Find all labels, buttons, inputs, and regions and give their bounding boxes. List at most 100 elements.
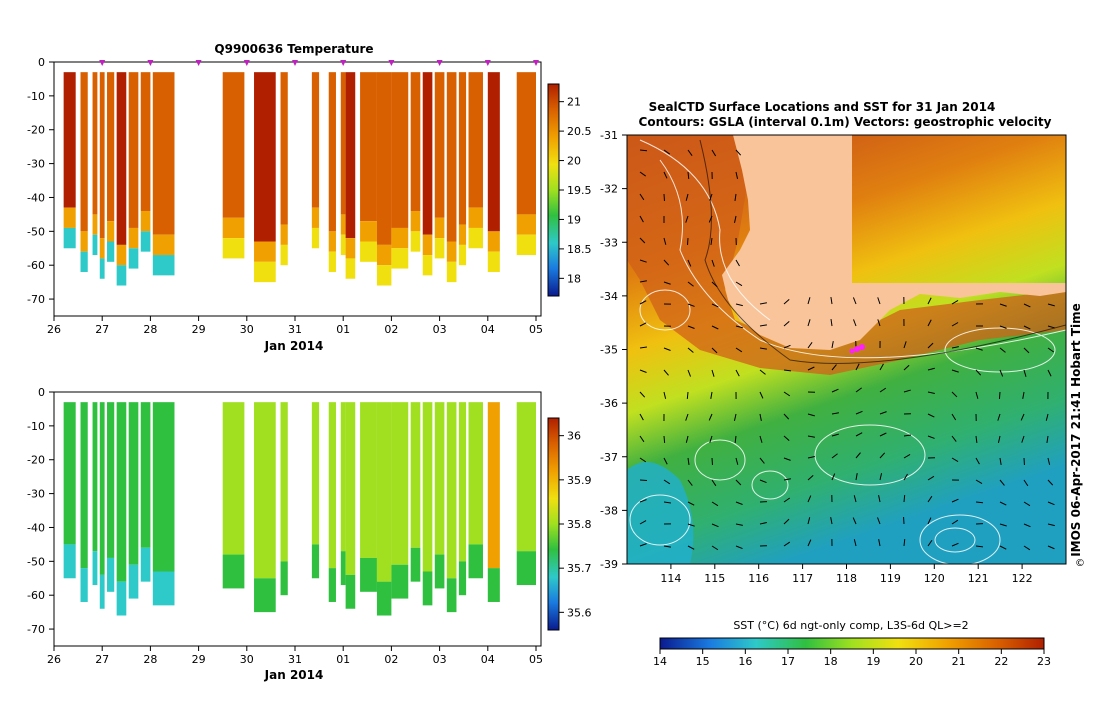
map-y-tick-label: -34 bbox=[600, 290, 618, 303]
x-tick-label: 28 bbox=[143, 653, 157, 666]
x-tick-label: 27 bbox=[95, 653, 109, 666]
salinity-profile-cell bbox=[107, 558, 114, 592]
temperature-profile-cell bbox=[517, 235, 536, 255]
temperature-profile-cell bbox=[129, 228, 139, 248]
temperature-profile-cell bbox=[223, 218, 245, 238]
temperature-profile-cell bbox=[346, 238, 356, 258]
colorbar-tick-label: 18.5 bbox=[567, 243, 592, 256]
y-tick-label: -20 bbox=[27, 124, 45, 137]
y-tick-label: -60 bbox=[27, 589, 45, 602]
salinity-profile-cell bbox=[100, 575, 105, 609]
temperature-profile-cell bbox=[377, 72, 391, 245]
temperature-title: Q9900636 Temperature bbox=[214, 42, 373, 56]
sst-colorbar-tick-label: 15 bbox=[696, 655, 710, 668]
x-tick-label: 27 bbox=[95, 323, 109, 336]
salinity-profile-cell bbox=[223, 402, 245, 554]
salinity-profile-cell bbox=[435, 555, 445, 589]
temperature-profile-cell bbox=[469, 228, 483, 248]
temperature-y-axis: 0-10-20-30-40-50-60-70 bbox=[27, 56, 54, 306]
temperature-profile-cell bbox=[93, 214, 98, 234]
x-tick-label: 02 bbox=[384, 323, 398, 336]
map-x-tick-label: 115 bbox=[704, 572, 725, 585]
map-x-tick-label: 116 bbox=[748, 572, 769, 585]
salinity-profile-cell bbox=[312, 544, 319, 578]
map-body bbox=[627, 135, 1066, 565]
x-tick-label: 04 bbox=[481, 653, 495, 666]
colorbar-tick-label: 19.5 bbox=[567, 184, 592, 197]
salinity-profile-cell bbox=[411, 548, 421, 582]
x-tick-label: 29 bbox=[192, 323, 206, 336]
x-tick-label: 31 bbox=[288, 323, 302, 336]
x-tick-label: 29 bbox=[192, 653, 206, 666]
salinity-profile-cell bbox=[488, 568, 500, 602]
temperature-profile-cell bbox=[329, 231, 336, 251]
temperature-profile-cell bbox=[312, 228, 319, 248]
temperature-profile-cell bbox=[141, 72, 151, 211]
temperature-profile-cell bbox=[435, 72, 445, 218]
salinity-profile-cell bbox=[312, 402, 319, 544]
y-tick-label: -70 bbox=[27, 293, 45, 306]
salinity-profile-cell bbox=[469, 402, 483, 544]
sst-colorbar-tick-label: 22 bbox=[994, 655, 1008, 668]
salinity-profile-cell bbox=[377, 402, 391, 581]
salinity-profile-cell bbox=[64, 544, 76, 578]
colorbar-tick-label: 35.6 bbox=[567, 606, 592, 619]
map-y-tick-label: -35 bbox=[600, 344, 618, 357]
colorbar-tick-label: 19 bbox=[567, 213, 581, 226]
salinity-profile-cell bbox=[93, 402, 98, 551]
temperature-profile-cell bbox=[153, 255, 175, 275]
salinity-profile-cell bbox=[517, 551, 536, 585]
temperature-profile-cell bbox=[153, 72, 175, 235]
salinity-profile-cell bbox=[81, 402, 88, 568]
temperature-profile-cell bbox=[377, 265, 391, 285]
sst-colorbar-tick-label: 18 bbox=[824, 655, 838, 668]
temperature-profile-cell bbox=[64, 72, 76, 207]
map-y-tick-label: -33 bbox=[600, 236, 618, 249]
salinity-profile-cell bbox=[447, 578, 457, 612]
temperature-profile-cell bbox=[488, 252, 500, 272]
sst-colorbar bbox=[660, 638, 1044, 649]
sst-colorbar-tick-label: 20 bbox=[909, 655, 923, 668]
x-tick-label: 04 bbox=[481, 323, 495, 336]
salinity-profile-cell bbox=[281, 561, 288, 595]
temperature-profile-cell bbox=[435, 218, 445, 238]
temperature-profile-cell bbox=[469, 72, 483, 207]
temperature-profile-cell bbox=[459, 225, 466, 245]
map-x-tick-label: 120 bbox=[924, 572, 945, 585]
temperature-profile-cell bbox=[346, 72, 356, 238]
map-x-tick-label: 118 bbox=[836, 572, 857, 585]
temperature-profile-cell bbox=[329, 72, 336, 231]
temperature-profile-cell bbox=[346, 258, 356, 278]
map-y-tick-label: -32 bbox=[600, 183, 618, 196]
temperature-profile-cell bbox=[391, 228, 408, 248]
y-tick-label: -50 bbox=[27, 555, 45, 568]
map-y-tick-label: -36 bbox=[600, 397, 618, 410]
imos-timestamp-label: IMOS 06-Apr-2017 21:41 Hobart Time bbox=[1069, 303, 1083, 557]
salinity-profile-cell bbox=[100, 402, 105, 575]
y-tick-label: 0 bbox=[38, 56, 45, 69]
map-subtitle: Contours: GSLA (interval 0.1m) Vectors: … bbox=[639, 115, 1052, 129]
salinity-profile-cell bbox=[459, 402, 466, 561]
temperature-xlabel: Jan 2014 bbox=[264, 339, 324, 353]
sst-colorbar-tick-label: 14 bbox=[653, 655, 667, 668]
salinity-profile-cell bbox=[93, 551, 98, 585]
y-tick-label: -70 bbox=[27, 623, 45, 636]
salinity-profile-cell bbox=[346, 575, 356, 609]
temperature-profile-cell bbox=[435, 238, 445, 258]
x-tick-label: 01 bbox=[336, 653, 350, 666]
copyright-icon: © bbox=[1075, 558, 1085, 569]
temperature-profile-cell bbox=[81, 72, 88, 231]
temperature-profile-cell bbox=[141, 211, 151, 231]
x-tick-label: 03 bbox=[433, 323, 447, 336]
salinity-profile-cell bbox=[341, 402, 346, 551]
sst-colorbar-tick-label: 23 bbox=[1037, 655, 1051, 668]
temperature-profile-cell bbox=[423, 235, 433, 255]
sst-colorbar-tick-label: 16 bbox=[738, 655, 752, 668]
